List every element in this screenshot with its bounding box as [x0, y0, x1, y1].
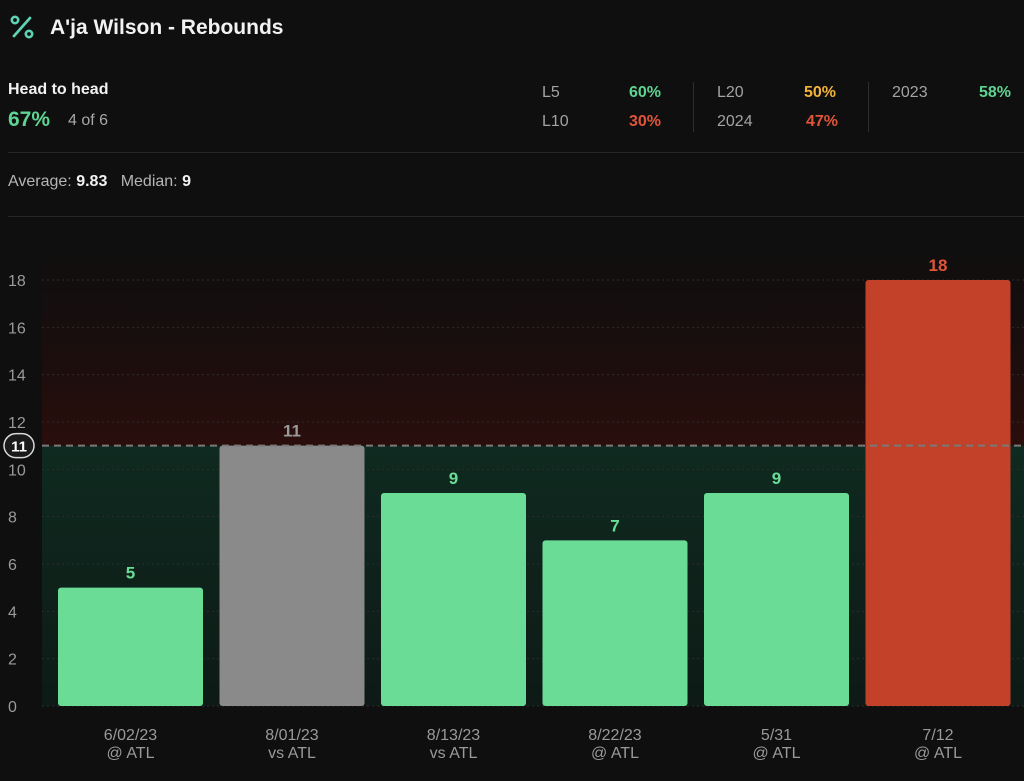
bar-value-label: 9: [449, 469, 458, 488]
average-label: Average:: [8, 173, 72, 190]
split-l5-label: L5: [542, 84, 560, 101]
y-tick-label: 18: [8, 273, 26, 290]
split-l10-value: 30%: [629, 113, 662, 130]
page-title: A'ja Wilson - Rebounds: [50, 16, 284, 39]
head-to-head-count: 4 of 6: [68, 112, 109, 129]
split-2024-value: 47%: [806, 113, 839, 130]
median-label: Median:: [120, 173, 178, 190]
divider: [8, 152, 1024, 153]
bar[interactable]: [219, 445, 365, 706]
split-2024-label: 2024: [717, 113, 753, 130]
under-zone: [42, 445, 1024, 706]
y-tick-label: 6: [8, 557, 17, 574]
x-tick-date: 5/31: [761, 727, 792, 744]
head-to-head-label: Head to head: [8, 81, 109, 98]
split-2023-value: 58%: [979, 84, 1012, 101]
x-tick-opponent: @ ATL: [753, 745, 801, 762]
bar[interactable]: [58, 587, 203, 706]
x-tick-date: 6/02/23: [104, 727, 157, 744]
bar[interactable]: [865, 280, 1011, 706]
y-tick-label: 0: [8, 699, 17, 716]
x-tick-date: 8/22/23: [588, 727, 641, 744]
split-l20-value: 50%: [804, 84, 837, 101]
percent-icon: [10, 14, 34, 40]
median-value: 9: [182, 173, 191, 190]
y-tick-label: 16: [8, 320, 26, 337]
average-value: 9.83: [76, 173, 108, 190]
x-tick-opponent: @ ATL: [107, 745, 155, 762]
bar[interactable]: [542, 540, 688, 706]
split-l5-value: 60%: [629, 84, 662, 101]
bar-value-label: 9: [772, 469, 781, 488]
bar-value-label: 11: [283, 422, 301, 441]
x-tick-opponent: vs ATL: [268, 745, 316, 762]
y-tick-label: 12: [8, 415, 26, 432]
bar-value-label: 7: [610, 516, 619, 535]
x-tick-date: 8/01/23: [265, 727, 318, 744]
x-tick-opponent: vs ATL: [430, 745, 478, 762]
y-tick-label: 14: [8, 368, 26, 385]
over-zone: [42, 232, 1024, 446]
x-tick-date: 8/13/23: [427, 727, 480, 744]
divider: [693, 82, 694, 132]
y-tick-label: 10: [8, 462, 26, 479]
x-tick-opponent: @ ATL: [591, 745, 639, 762]
threshold-badge[interactable]: [3, 432, 35, 459]
stats-summary: Average: 9.83 Median: 9: [8, 173, 191, 191]
bar[interactable]: [704, 493, 849, 706]
divider: [868, 82, 869, 132]
bar-value-label: 5: [126, 564, 135, 583]
header: A'ja Wilson - Rebounds: [0, 0, 1024, 60]
split-l10-label: L10: [542, 113, 569, 130]
divider: [8, 216, 1024, 217]
y-tick-label: 2: [8, 652, 17, 669]
x-tick-date: 7/12: [922, 727, 953, 744]
bar[interactable]: [381, 493, 526, 706]
bar-value-label: 18: [929, 256, 948, 275]
split-l20-label: L20: [717, 84, 744, 101]
threshold-badge-label: 11: [11, 439, 27, 456]
x-tick-opponent: @ ATL: [914, 745, 962, 762]
head-to-head-pct: 67%: [8, 108, 51, 131]
y-tick-label: 4: [8, 604, 17, 621]
split-2023-label: 2023: [892, 84, 928, 101]
y-tick-label: 8: [8, 510, 17, 527]
